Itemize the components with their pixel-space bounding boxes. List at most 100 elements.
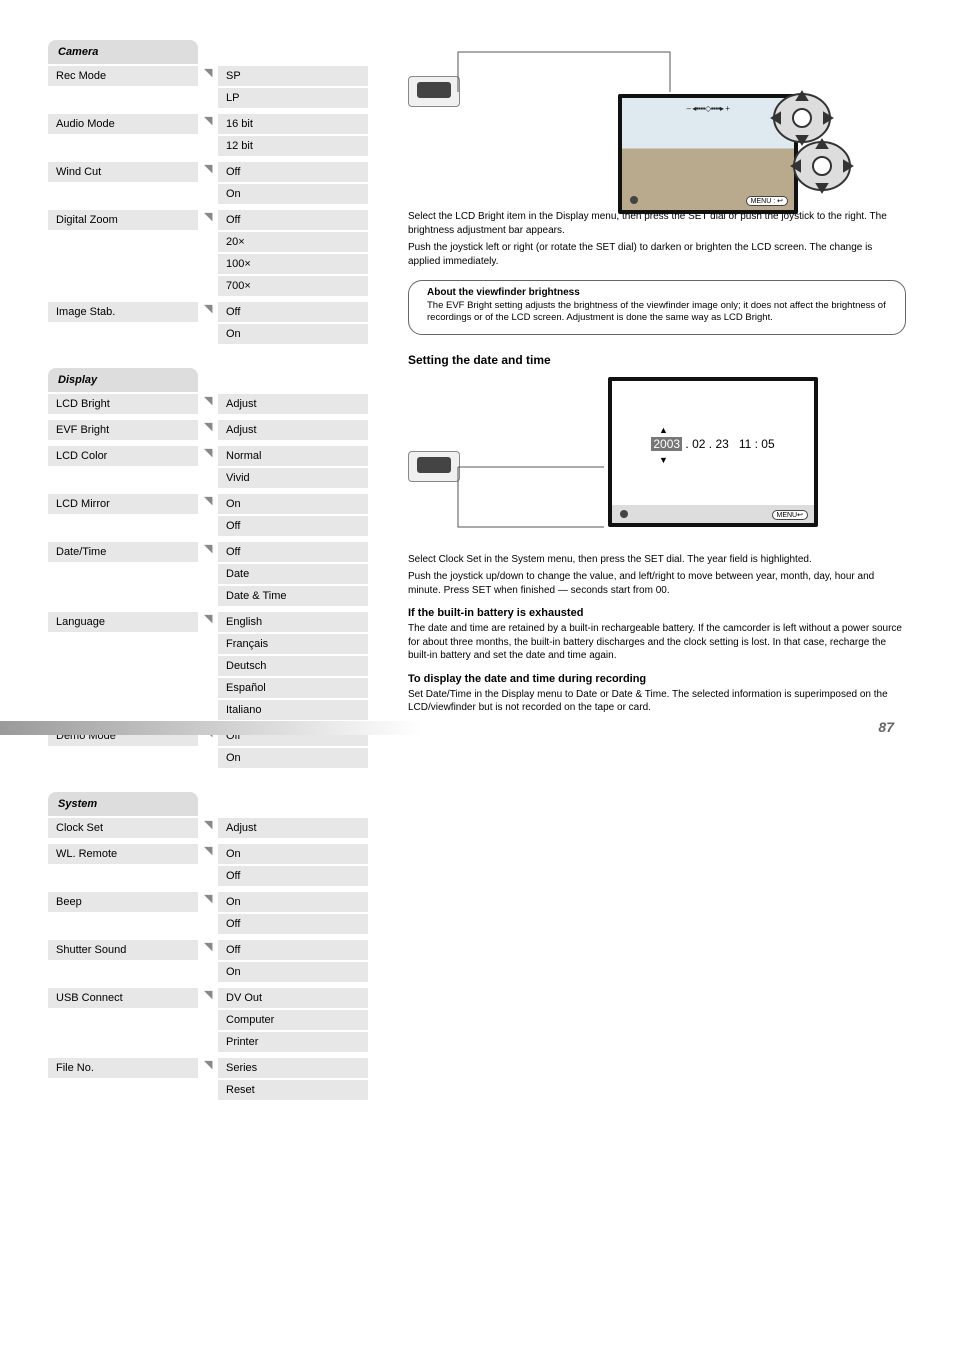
submenu-item[interactable]: Español bbox=[218, 678, 368, 698]
submenu-item[interactable]: On bbox=[218, 324, 368, 344]
chevron-right-icon: ◥ bbox=[204, 394, 216, 406]
submenu-item[interactable]: Normal bbox=[218, 446, 368, 466]
clock-para-2: Push the joystick up/down to change the … bbox=[408, 570, 906, 597]
chevron-right-icon: ◥ bbox=[204, 210, 216, 222]
chevron-right-icon: ◥ bbox=[204, 162, 216, 174]
menu-item[interactable]: Clock Set bbox=[48, 818, 198, 838]
chevron-right-icon: ◥ bbox=[204, 114, 216, 126]
submenu-item[interactable]: Off bbox=[218, 162, 368, 182]
submenu-item[interactable]: Off bbox=[218, 542, 368, 562]
submenu-item[interactable]: Computer bbox=[218, 1010, 368, 1030]
chevron-right-icon: ◥ bbox=[204, 66, 216, 78]
submenu-item[interactable]: Off bbox=[218, 914, 368, 934]
menu-return-pill: MENU : ↩ bbox=[746, 196, 788, 206]
clock-sub1-body: The date and time are retained by a buil… bbox=[408, 622, 906, 663]
submenu-item[interactable]: 100× bbox=[218, 254, 368, 274]
callout-title: About the viewfinder brightness bbox=[427, 287, 887, 298]
chevron-right-icon: ◥ bbox=[204, 1058, 216, 1070]
submenu-item[interactable]: 20× bbox=[218, 232, 368, 252]
clock-sub1-title: If the built-in battery is exhausted bbox=[408, 607, 906, 619]
chevron-right-icon: ◥ bbox=[204, 542, 216, 554]
menu-item[interactable]: WL. Remote bbox=[48, 844, 198, 864]
button-face-icon bbox=[417, 82, 451, 98]
submenu-item[interactable]: 16 bit bbox=[218, 114, 368, 134]
submenu-item[interactable]: Off bbox=[218, 866, 368, 886]
chevron-right-icon: ◥ bbox=[204, 818, 216, 830]
menu-item[interactable]: LCD Mirror bbox=[48, 494, 198, 514]
submenu-item[interactable]: On bbox=[218, 184, 368, 204]
submenu-item[interactable]: Series bbox=[218, 1058, 368, 1078]
menu-button-a[interactable] bbox=[408, 76, 460, 107]
content-column: – ◂▪▪▪▪◇▪▪▪▪▸ + MENU : ↩ bbox=[408, 40, 906, 715]
submenu-item[interactable]: English bbox=[218, 612, 368, 632]
chevron-right-icon: ◥ bbox=[204, 494, 216, 506]
lcd-preview-date: ▲ 2003 . 02 . 23 11 : 05 ▼ MENU↩ bbox=[608, 377, 818, 527]
menu-item[interactable]: Shutter Sound bbox=[48, 940, 198, 960]
menu-root-system: System bbox=[48, 792, 198, 816]
chevron-right-icon: ◥ bbox=[204, 302, 216, 314]
page-number: 87 bbox=[878, 719, 894, 735]
menu-item[interactable]: LCD Color bbox=[48, 446, 198, 466]
submenu-item[interactable]: On bbox=[218, 748, 368, 768]
submenu-item[interactable]: Off bbox=[218, 516, 368, 536]
menu-item[interactable]: Language bbox=[48, 612, 198, 632]
submenu-item[interactable]: DV Out bbox=[218, 988, 368, 1008]
date-day[interactable]: 23 bbox=[715, 437, 728, 451]
chevron-right-icon: ◥ bbox=[204, 612, 216, 624]
submenu-item[interactable]: Off bbox=[218, 940, 368, 960]
menu-item[interactable]: Rec Mode bbox=[48, 66, 198, 86]
submenu-item[interactable]: Off bbox=[218, 210, 368, 230]
menu-item[interactable]: Beep bbox=[48, 892, 198, 912]
submenu-item[interactable]: Reset bbox=[218, 1080, 368, 1100]
submenu-item[interactable]: Adjust bbox=[218, 394, 368, 414]
chevron-right-icon: ◥ bbox=[204, 892, 216, 904]
submenu-item[interactable]: 12 bit bbox=[218, 136, 368, 156]
submenu-item[interactable]: Adjust bbox=[218, 420, 368, 440]
submenu-item[interactable]: Printer bbox=[218, 1032, 368, 1052]
clock-sub2-title: To display the date and time during reco… bbox=[408, 673, 906, 685]
menu-button-b[interactable] bbox=[408, 451, 460, 482]
record-dot-icon bbox=[630, 196, 638, 204]
brightness-para-2: Push the joystick left or right (or rota… bbox=[408, 241, 906, 268]
date-month[interactable]: 02 bbox=[692, 437, 705, 451]
submenu-item[interactable]: SP bbox=[218, 66, 368, 86]
submenu-item[interactable]: Vivid bbox=[218, 468, 368, 488]
footer-gradient bbox=[0, 721, 420, 735]
menu-item[interactable]: File No. bbox=[48, 1058, 198, 1078]
submenu-item[interactable]: Date bbox=[218, 564, 368, 584]
submenu-item[interactable]: On bbox=[218, 844, 368, 864]
submenu-item[interactable]: 700× bbox=[218, 276, 368, 296]
submenu-item[interactable]: On bbox=[218, 494, 368, 514]
menu-item[interactable]: USB Connect bbox=[48, 988, 198, 1008]
evf-callout: About the viewfinder brightness The EVF … bbox=[408, 280, 906, 335]
submenu-item[interactable]: Date & Time bbox=[218, 586, 368, 606]
chevron-right-icon: ◥ bbox=[204, 446, 216, 458]
menu-root-display: Display bbox=[48, 368, 198, 392]
submenu-item[interactable]: LP bbox=[218, 88, 368, 108]
menu-item[interactable]: Wind Cut bbox=[48, 162, 198, 182]
submenu-item[interactable]: Adjust bbox=[218, 818, 368, 838]
menu-item[interactable]: Date/Time bbox=[48, 542, 198, 562]
date-hour[interactable]: 11 bbox=[739, 437, 751, 451]
menu-item[interactable]: Audio Mode bbox=[48, 114, 198, 134]
submenu-item[interactable]: Italiano bbox=[218, 700, 368, 720]
menu-item[interactable]: LCD Bright bbox=[48, 394, 198, 414]
date-row: 2003 . 02 . 23 11 : 05 bbox=[612, 437, 814, 451]
submenu-item[interactable]: On bbox=[218, 962, 368, 982]
record-dot-icon bbox=[620, 510, 628, 518]
callout-body: The EVF Bright setting adjusts the brigh… bbox=[427, 300, 887, 324]
submenu-item[interactable]: On bbox=[218, 892, 368, 912]
submenu-item[interactable]: Off bbox=[218, 302, 368, 322]
menu-item[interactable]: Digital Zoom bbox=[48, 210, 198, 230]
chevron-right-icon: ◥ bbox=[204, 844, 216, 856]
submenu-item[interactable]: Deutsch bbox=[218, 656, 368, 676]
date-year[interactable]: 2003 bbox=[651, 437, 682, 451]
submenu-item[interactable]: Français bbox=[218, 634, 368, 654]
clock-section-title: Setting the date and time bbox=[408, 353, 906, 367]
menu-item[interactable]: Image Stab. bbox=[48, 302, 198, 322]
menu-tree-system: System Clock Set ◥ Adjust WL. Remote ◥ O… bbox=[48, 792, 388, 1100]
menu-item[interactable]: EVF Bright bbox=[48, 420, 198, 440]
date-min[interactable]: 05 bbox=[761, 437, 774, 451]
arrow-down-icon: ▼ bbox=[659, 455, 668, 465]
clock-para-1: Select Clock Set in the System menu, the… bbox=[408, 553, 906, 567]
